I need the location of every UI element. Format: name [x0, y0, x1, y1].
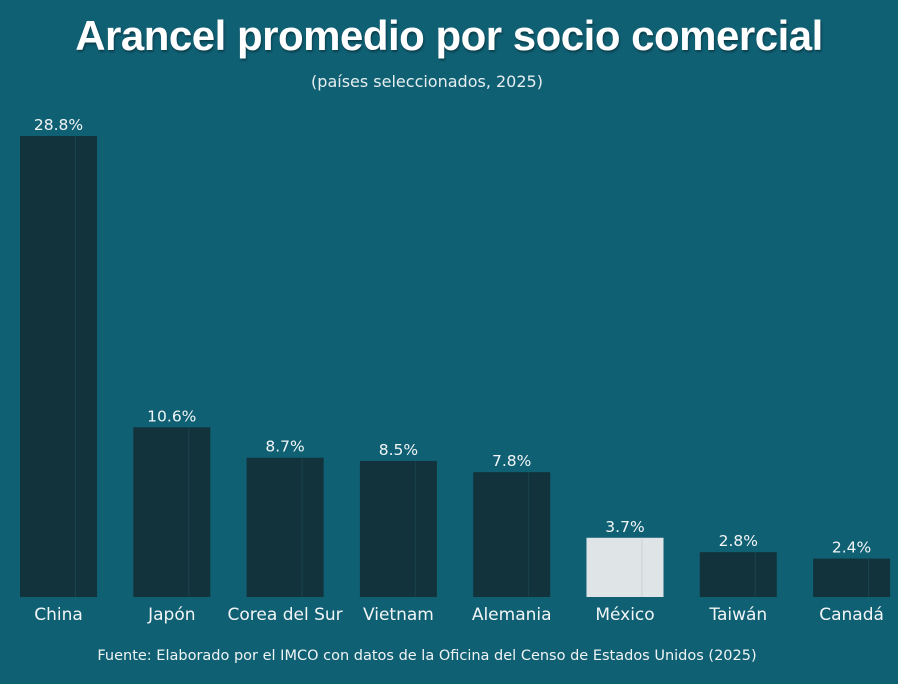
chart-subtitle: (países seleccionados, 2025)	[311, 72, 543, 91]
data-label: 2.4%	[832, 539, 871, 557]
category-label: Canadá	[819, 605, 884, 625]
bar-4	[473, 472, 551, 597]
category-label: China	[34, 605, 83, 625]
data-label: 7.8%	[492, 452, 531, 470]
category-label: Taiwán	[708, 605, 767, 625]
category-label: México	[595, 605, 654, 625]
bar-2	[246, 457, 324, 597]
category-label: Vietnam	[363, 605, 434, 625]
category-label: Alemania	[472, 605, 552, 625]
data-label: 8.7%	[265, 438, 304, 456]
category-label: Corea del Sur	[228, 605, 343, 625]
data-label: 3.7%	[605, 518, 644, 536]
bar-6	[699, 552, 777, 597]
bar-5	[586, 537, 664, 597]
bar-3	[359, 460, 437, 597]
data-label: 2.8%	[719, 532, 758, 550]
bar-0	[20, 136, 97, 597]
data-label: 8.5%	[379, 441, 418, 459]
chart-title: Arancel promedio por socio comercial	[75, 12, 823, 59]
source-note: Fuente: Elaborado por el IMCO con datos …	[97, 648, 757, 664]
category-label: Japón	[147, 605, 195, 625]
data-label: 28.8%	[34, 116, 83, 134]
bar-1	[133, 427, 211, 597]
bar-7	[813, 558, 891, 597]
data-label: 10.6%	[147, 407, 196, 425]
